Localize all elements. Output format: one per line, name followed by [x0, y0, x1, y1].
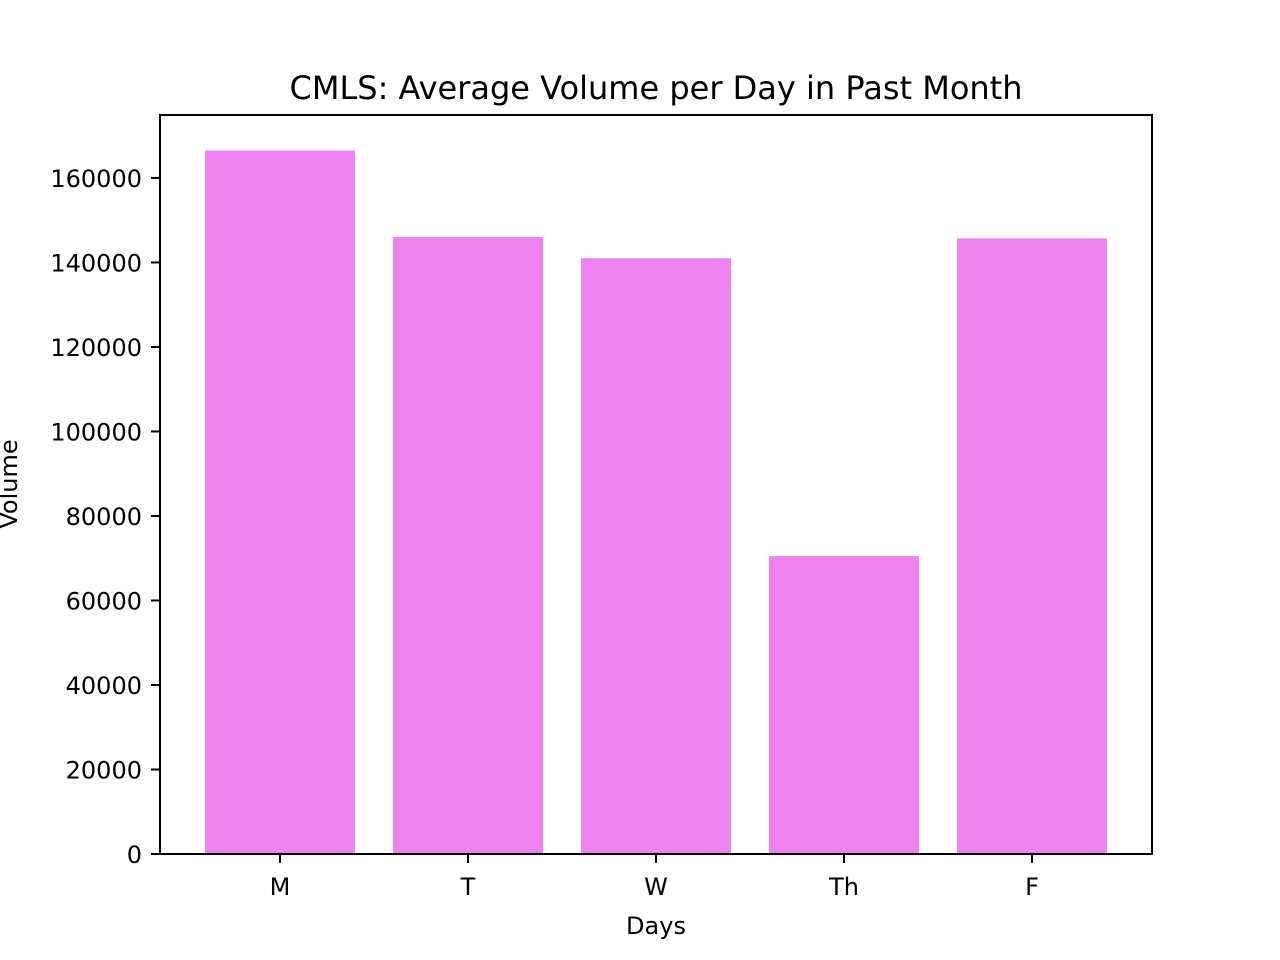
y-tick-label: 60000 [66, 587, 142, 615]
x-tick-label: T [460, 873, 476, 901]
bars-group [205, 150, 1107, 854]
bar-w [581, 258, 731, 854]
x-tick-label: F [1025, 873, 1039, 901]
y-axis-label: Volume [0, 439, 23, 528]
x-tick-label: Th [828, 873, 859, 901]
bar-t [393, 237, 543, 854]
y-tick-label: 20000 [66, 756, 142, 784]
y-tick-label: 120000 [50, 334, 142, 362]
y-tick-label: 40000 [66, 672, 142, 700]
y-tick-label: 140000 [50, 249, 142, 277]
y-tick-label: 100000 [50, 418, 142, 446]
y-tick-label: 80000 [66, 503, 142, 531]
chart-title: CMLS: Average Volume per Day in Past Mon… [290, 69, 1023, 107]
plot-frame [159, 114, 1153, 855]
bar-m [205, 150, 355, 854]
bar-th [769, 556, 919, 854]
y-tick-label: 0 [127, 841, 142, 869]
x-tick-label: W [644, 873, 668, 901]
y-axis-ticks: 0 20000 40000 60000 80000 100000 120000 140000 1… [50, 165, 160, 869]
x-axis-ticks: M T W Th F [270, 854, 1039, 901]
y-tick-label: 160000 [50, 165, 142, 193]
bar-f [957, 238, 1107, 854]
x-tick-label: M [270, 873, 291, 901]
x-axis-label: Days [626, 912, 686, 940]
